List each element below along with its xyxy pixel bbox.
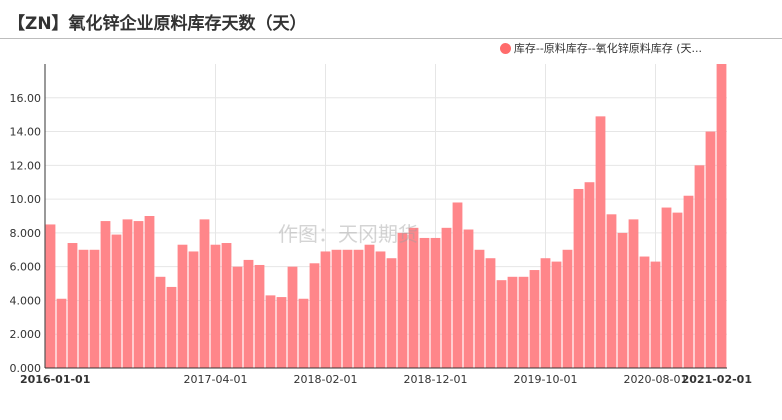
y-tick-label: 14.00 [10,126,42,139]
bar [606,214,617,368]
bar [430,237,441,368]
bar [595,116,606,368]
chart-legend[interactable]: 库存--原料库存--氧化锌原料库存 (天... [499,40,702,56]
bar [375,251,386,368]
bar [485,258,496,368]
bar [111,234,122,368]
bar [628,219,639,368]
bar [265,295,276,368]
bar [276,297,287,368]
bar [540,258,551,368]
axes [44,64,727,369]
x-tick-label: 2019-10-01 [514,373,578,386]
bar [661,207,672,368]
bar [364,244,375,368]
bar [232,266,243,368]
bar [617,232,628,368]
y-tick-label: 4.000 [10,294,42,307]
bar [254,264,265,368]
bar [650,261,661,368]
bar [408,227,419,368]
bar [452,202,463,368]
bar [45,224,56,368]
bar [320,251,331,368]
y-tick-label: 12.00 [10,159,42,172]
bar [639,256,650,368]
bar [551,261,562,368]
bar [188,251,199,368]
x-tick-label: 2020-08-01 [624,373,688,386]
bar [199,219,210,368]
bar [78,249,89,368]
bar [705,131,716,368]
bar [694,165,705,368]
x-tick-label: 2018-12-01 [404,373,468,386]
bar [331,249,342,368]
bar [573,188,584,368]
bar [67,243,78,368]
legend-swatch-icon [499,42,511,54]
bar [309,263,320,368]
bar [463,229,474,368]
bar [562,249,573,368]
x-tick-label: 2021-02-01 [682,373,752,386]
bar [518,276,529,368]
title-divider [0,38,782,39]
y-tick-label: 16.00 [10,92,42,105]
bar [243,259,254,368]
bar [155,276,166,368]
bar [298,298,309,368]
bar [177,244,188,368]
bar [287,266,298,368]
bar [496,280,507,368]
bar [716,64,727,368]
bar [672,212,683,368]
x-tick-label: 2016-01-01 [20,373,90,386]
bar [166,286,177,368]
bar [529,270,540,368]
bar [474,249,485,368]
watermark: 作图：天冈期货 [278,222,418,246]
bar [353,249,364,368]
bar [122,219,133,368]
bar [210,244,221,368]
bar [584,182,595,368]
y-tick-label: 0.000 [10,362,42,375]
bar [100,221,111,368]
bar [133,221,144,368]
x-tick-label: 2017-04-01 [184,373,248,386]
legend-label: 库存--原料库存--氧化锌原料库存 (天... [513,42,702,55]
bar [386,258,397,368]
bar [342,249,353,368]
y-tick-label: 6.000 [10,261,42,274]
bar [683,195,694,368]
bar [441,227,452,368]
bar [507,276,518,368]
y-tick-label: 10.00 [10,193,42,206]
tick-labels: 0.000 2.000 4.000 6.000 8.000 10.00 12.00 14.00… [10,92,753,386]
bar [144,216,155,368]
y-tick-label: 2.000 [10,328,42,341]
bar [419,237,430,368]
bars [45,64,727,368]
x-tick-label: 2018-02-01 [294,373,358,386]
bar [89,249,100,368]
bar [221,243,232,368]
chart-title: 【ZN】氧化锌企业原料库存天数（天） [8,14,307,34]
bar [397,232,408,368]
y-tick-label: 8.000 [10,227,42,240]
bar [56,298,67,368]
